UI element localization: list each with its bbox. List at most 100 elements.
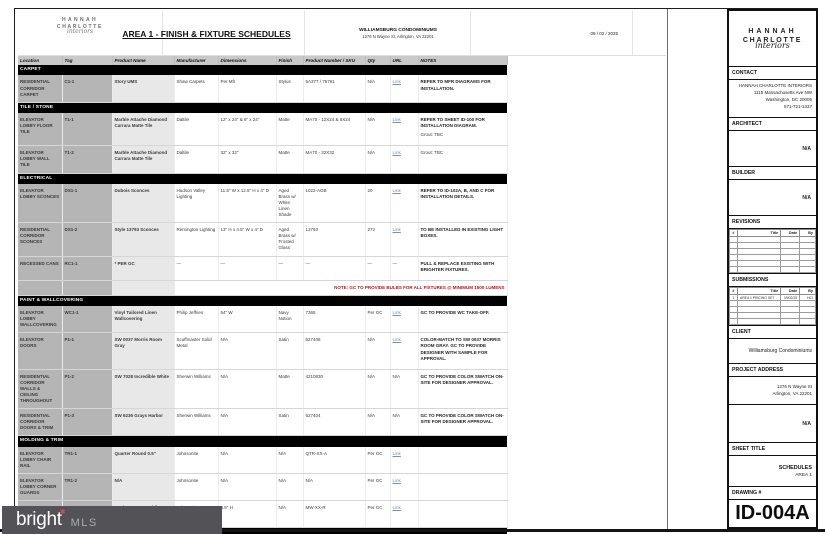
cell-dim: 11.5" W x 12.5" H x 4" D	[218, 183, 277, 224]
cell-url: Link	[390, 500, 419, 529]
project-name: WILLIAMSBURG CONDOMINIUMS	[359, 27, 437, 33]
client-value: Williamsburg Condominiums	[748, 348, 812, 354]
product-link[interactable]: Link	[392, 450, 401, 456]
product-link[interactable]: Link	[392, 310, 401, 316]
note-text: GC TO PROVIDE WC TAKE-OFF.	[420, 310, 490, 316]
cell-mfr: Sherwin Williams	[174, 408, 219, 437]
cell-mfr: Scuffmaster Solid Metal	[174, 332, 219, 370]
sheet-date: 09 / 02 / 2025	[590, 31, 618, 36]
cell-sku: MW-XX-R	[303, 500, 366, 529]
cell-sku: QTR-XX-A	[303, 446, 366, 474]
cell-qty: 20	[365, 183, 391, 224]
misc-section-value: N/A	[729, 404, 816, 442]
mini-column-header: #	[729, 229, 738, 237]
schedule-row: ELEVATOR DOORS P1-1 SW 0037 Morris Room Gr…	[18, 332, 508, 370]
cell-qty: Per GC	[365, 473, 391, 501]
mini-row	[729, 318, 816, 325]
product-link[interactable]: Link	[392, 477, 401, 483]
cell-dim: N/A	[218, 408, 277, 437]
product-link[interactable]: Link	[392, 79, 401, 85]
cell-loc: RESIDENTIAL CORRIDOR CARPET	[18, 75, 63, 103]
brand-script: interiors	[66, 28, 94, 35]
cell-url: Link	[390, 446, 419, 474]
product-link[interactable]: Link	[392, 504, 401, 510]
section-label: PAINT & WALLCOVERING	[18, 295, 507, 307]
cell-url: Link	[390, 183, 419, 224]
cell-loc: RESIDENTIAL CORRIDOR WALLS & CEILING THR…	[18, 369, 63, 409]
schedule-row: ELEVATOR LOBBY WALL TILE T1-2 Marble Attac…	[18, 145, 508, 174]
project-address-header: PROJECT ADDRESS	[729, 363, 816, 377]
cell-product: Quarter Round 0.5"	[112, 446, 175, 474]
product-link[interactable]: Link	[392, 150, 401, 156]
contact-line: HANNAH CHARLOTTE INTERIORS	[738, 83, 812, 88]
mini-column-header: Title	[736, 229, 782, 237]
column-header-2: Product Name	[112, 56, 175, 65]
cell-loc: ELEVATOR LOBBY CHAIR RAIL	[18, 446, 63, 474]
cell-qty: 272	[365, 222, 391, 257]
cell-notes: GC TO PROVIDE COLOR SWATCH ON-SITE FOR D…	[418, 369, 508, 409]
product-link[interactable]: Link	[392, 337, 401, 343]
mini-column-header: Date	[780, 229, 801, 237]
note-text: GC TO PROVIDE COLOR SWATCH ON-SITE FOR D…	[420, 373, 504, 385]
column-header-1: Tag	[62, 56, 113, 65]
section-bar: PAINT & WALLCOVERING	[18, 295, 507, 307]
schedule-row: ELEVATOR LOBBY WALLCOVERING WC1-1 Vinyl Ta…	[18, 306, 508, 334]
contact-info: HANNAH CHARLOTTE INTERIORS 1115 Massachu…	[729, 80, 816, 117]
cell-loc: RESIDENTIAL CORRIDOR SCONCES	[18, 222, 63, 257]
revisions-header: REVISIONS	[729, 215, 816, 229]
cell-mfr: —	[174, 256, 219, 281]
mini-cell	[729, 318, 738, 325]
mini-row	[729, 266, 816, 273]
note-text: REFER TO ID-102A, B, AND C FOR INSTALLAT…	[420, 187, 495, 200]
cell-qty: N/A	[365, 113, 391, 147]
cell-sku: 7365	[303, 306, 366, 334]
cell-qty: Per GC	[365, 446, 391, 474]
cell-tag: TR1-1	[62, 446, 113, 474]
cell-mfr: Remington Lighting	[174, 222, 219, 257]
mini-cell	[736, 266, 782, 273]
cell-url: Link	[390, 75, 419, 103]
mini-column-header: By	[799, 287, 816, 295]
schedule-row: RESIDENTIAL CORRIDOR DOORS & TRIM P1-3 SW …	[18, 408, 508, 437]
cell-mfr: Daltile	[174, 113, 219, 147]
cell-qty: —	[365, 256, 391, 281]
cell-product: * PER GC	[112, 256, 175, 281]
cell-url: Link	[390, 332, 419, 370]
contact-line: 1115 Massachusetts Ave NW	[753, 89, 812, 95]
cell-product: Marble Attache Diamond Carrara Matte Til…	[112, 113, 175, 147]
titleblock-divider	[667, 9, 668, 529]
column-header-4: Dimensions	[218, 56, 277, 65]
cell-url: Link	[390, 306, 419, 334]
section-label: CARPET	[18, 65, 507, 76]
cell-product: SW 7028 Incredible White	[112, 369, 175, 409]
cell-notes: REFER TO SHEET ID-100 FOR INSTALLATION D…	[418, 113, 508, 147]
schedule-row: RESIDENTIAL CORRIDOR CARPET C1-1 Story UMS…	[18, 75, 508, 103]
cell-url: Link	[390, 222, 419, 257]
mini-column-header: Date	[780, 287, 801, 295]
cell-qty: Per GC	[365, 500, 391, 529]
cell-qty: Per GC	[365, 306, 391, 334]
cell-qty: N/A	[365, 332, 391, 370]
product-link[interactable]: Link	[392, 227, 401, 233]
mini-cell	[729, 266, 738, 273]
cell-notes: PULL & REPLACE EXISTING WITH BRIGHTER FI…	[418, 256, 508, 281]
product-link[interactable]: Link	[392, 117, 401, 123]
cell-url: —	[390, 256, 419, 281]
mini-header-row: # Title Date By	[729, 287, 816, 295]
schedule-row: ELEVATOR LOBBY CHAIR RAIL TR1-1 Quarter Ro…	[18, 446, 508, 474]
section-label: TILE / STONE	[18, 102, 507, 114]
cell-mfr: Sherwin Williams	[174, 369, 219, 409]
cell-finish: Matte	[276, 113, 304, 147]
cell-mfr: Daltile	[174, 145, 219, 174]
cell-notes	[418, 446, 508, 474]
product-link[interactable]: Link	[392, 187, 401, 193]
architect-header: ARCHITECT	[729, 117, 816, 131]
schedule-row: ELEVATOR LOBBY CORNER GUARDS TR1-2 N/A John…	[18, 473, 508, 501]
cell-loc: ELEVATOR LOBBY WALL TILE	[18, 145, 63, 174]
brightmls-watermark: bright ✱ MLS	[2, 506, 222, 534]
cell-finish: Matte	[276, 145, 304, 174]
schedule-row: RESIDENTIAL CORRIDOR WALLS & CEILING THR…	[18, 369, 508, 409]
note-text: COLOR-MATCH TO SW 0037 MORRIS ROOM GRAY.…	[420, 337, 501, 361]
cell-finish: Satin	[276, 332, 304, 370]
cell-tag: DS1-1	[62, 183, 113, 224]
